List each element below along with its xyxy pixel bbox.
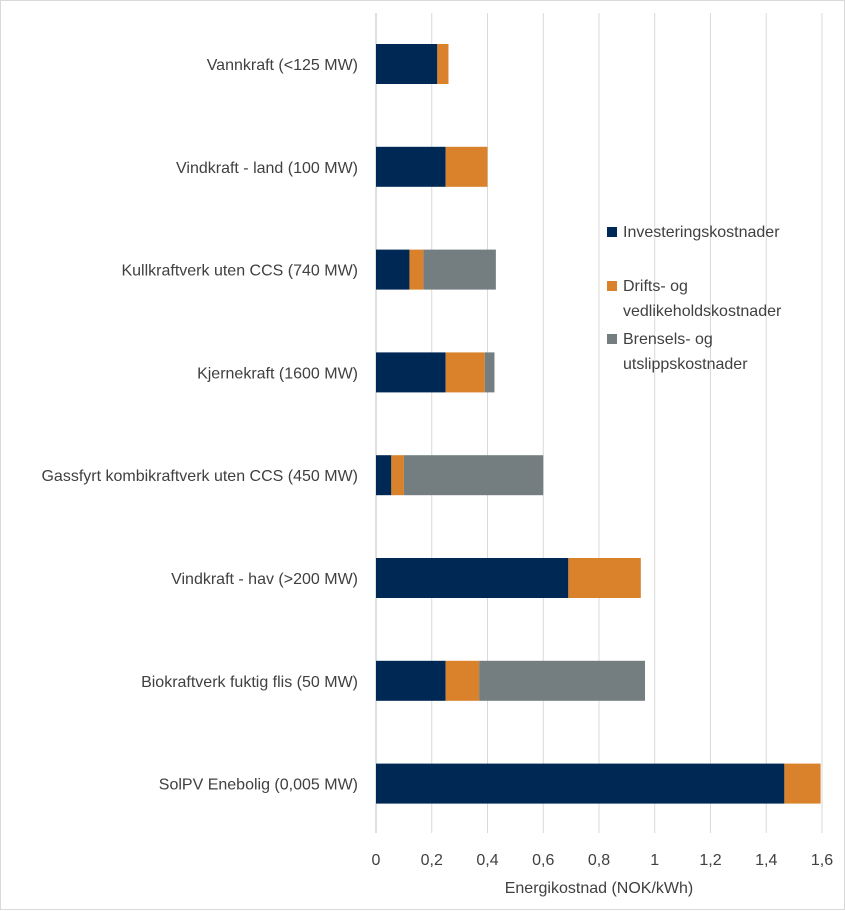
bar-segment-2 [445,660,480,701]
legend-label: Investeringskostnader [623,224,780,241]
legend-label: utslippskostnader [623,356,748,373]
x-tick-label: 1,6 [811,852,833,869]
bar-segment-3 [479,660,645,701]
legend-swatch-2 [607,281,617,291]
category-label: Kjernekraft (1600 MW) [197,365,358,382]
bar-segment-1 [376,44,438,84]
bar-segment-1 [376,249,410,290]
x-axis-title: Energikostnad (NOK/kWh) [505,880,694,897]
bar-segment-3 [403,455,544,496]
category-label: SolPV Enebolig (0,005 MW) [159,777,358,794]
legend-label: vedlikeholdskostnader [623,303,782,320]
bar-segment-2 [445,146,488,187]
category-label: Gassfyrt kombikraftverk uten CCS (450 MW… [41,468,358,485]
legend-swatch-3 [607,334,617,344]
x-tick-label: 0,6 [532,852,554,869]
bar-segment-1 [376,146,446,187]
x-tick-label: 0,4 [476,852,498,869]
legend-label: Brensels- og [623,331,713,348]
bar-segment-3 [423,249,496,290]
bar-segment-1 [376,763,785,804]
category-label: Biokraftverk fuktig flis (50 MW) [141,674,358,691]
bar-segment-2 [391,455,404,496]
x-tick-label: 1 [650,852,659,869]
bar-segment-1 [376,660,446,701]
bar-segment-2 [409,249,424,290]
bar-segment-3 [484,352,495,393]
x-tick-label: 1,4 [755,852,777,869]
bar-segment-2 [437,44,449,84]
bar-segment-2 [445,352,485,393]
category-label: Vannkraft (<125 MW) [207,57,358,74]
bar-segment-1 [376,558,569,598]
category-label: Vindkraft - hav (>200 MW) [171,571,358,588]
x-tick-label: 1,2 [699,852,721,869]
bar-segment-2 [784,763,821,804]
legend-swatch-1 [607,227,617,237]
x-tick-label: 0,2 [421,852,443,869]
bar-segment-1 [376,455,392,496]
x-tick-label: 0 [372,852,381,869]
x-tick-label: 0,8 [588,852,610,869]
bar-segment-1 [376,352,446,393]
legend-label: Drifts- og [623,278,688,295]
bar-segment-2 [568,558,641,598]
category-label: Kullkraftverk uten CCS (740 MW) [121,263,358,280]
category-label: Vindkraft - land (100 MW) [176,160,358,177]
